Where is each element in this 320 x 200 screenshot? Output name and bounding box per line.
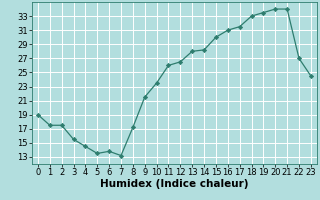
X-axis label: Humidex (Indice chaleur): Humidex (Indice chaleur): [100, 179, 249, 189]
